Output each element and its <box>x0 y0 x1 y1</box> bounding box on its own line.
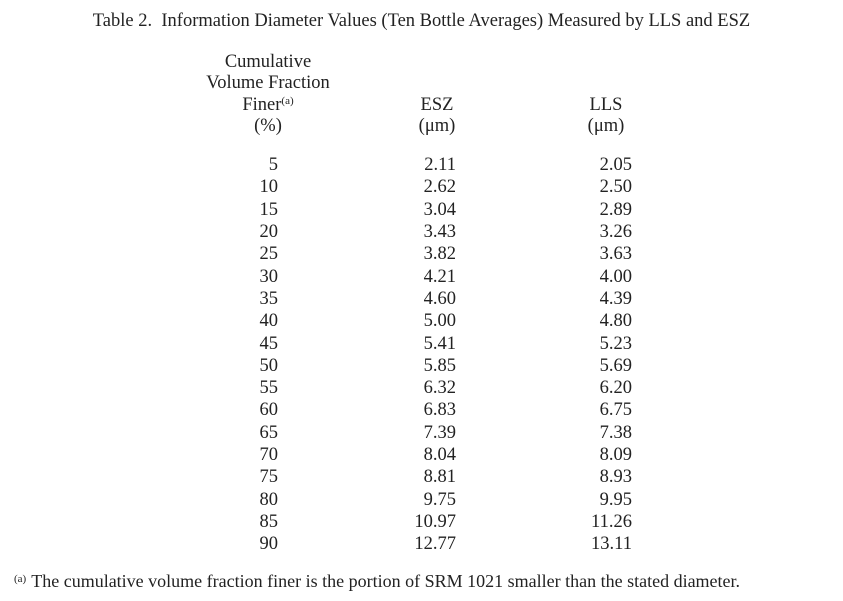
pct-finer-value: 25 <box>259 244 279 265</box>
pct-finer-value: 65 <box>259 422 279 443</box>
pct-finer-value: 70 <box>259 445 279 466</box>
lls-value: 2.05 <box>599 155 632 176</box>
table-row: 75 8.81 8.93 <box>188 466 686 488</box>
esz-value: 6.83 <box>423 400 456 421</box>
lls-header-label: LLS <box>589 94 623 115</box>
pct-finer-value: 15 <box>259 199 279 220</box>
lls-value: 5.23 <box>599 333 632 354</box>
pct-finer-value: 55 <box>259 378 279 399</box>
pct-finer-value: 45 <box>259 333 279 354</box>
esz-value: 4.21 <box>423 266 456 287</box>
table-row: 20 3.43 3.26 <box>188 221 686 243</box>
table-header-row: Cumulative Volume Fraction Finer(a) (%) … <box>188 52 686 137</box>
esz-value: 5.85 <box>423 355 456 376</box>
esz-value: 3.82 <box>423 244 456 265</box>
lls-value: 6.20 <box>599 378 632 399</box>
esz-value: 5.00 <box>423 311 456 332</box>
table-row: 45 5.41 5.23 <box>188 333 686 355</box>
lls-value: 4.80 <box>599 311 632 332</box>
pct-finer-value: 20 <box>259 222 279 243</box>
lls-value: 3.26 <box>599 222 632 243</box>
col-header-cumulative-volume-fraction-finer: Cumulative Volume Fraction Finer(a) (%) <box>188 52 348 137</box>
footnote-text: The cumulative volume fraction finer is … <box>31 571 741 591</box>
lls-value: 9.95 <box>599 489 632 510</box>
pct-finer-value: 60 <box>259 400 279 421</box>
lls-value: 13.11 <box>591 534 632 555</box>
esz-value: 12.77 <box>414 534 456 555</box>
esz-value: 4.60 <box>423 288 456 309</box>
pct-finer-value: 85 <box>259 511 279 532</box>
esz-value: 2.11 <box>424 155 456 176</box>
lls-value: 7.38 <box>599 422 632 443</box>
esz-header-label: ESZ <box>420 94 454 115</box>
table-row: 65 7.39 7.38 <box>188 422 686 444</box>
table-row: 55 6.32 6.20 <box>188 377 686 399</box>
table-footnote: (a) The cumulative volume fraction finer … <box>14 570 740 592</box>
esz-value: 3.43 <box>423 222 456 243</box>
col1-header-line3: Finer(a) <box>242 94 294 115</box>
table-row: 5 2.11 2.05 <box>188 154 686 176</box>
lls-value: 8.09 <box>599 445 632 466</box>
table-row: 90 12.77 13.11 <box>188 533 686 555</box>
lls-value: 11.26 <box>591 511 632 532</box>
table-row: 70 8.04 8.09 <box>188 444 686 466</box>
table-row: 25 3.82 3.63 <box>188 243 686 265</box>
esz-value: 10.97 <box>414 511 456 532</box>
esz-value: 6.32 <box>423 378 456 399</box>
esz-value: 8.81 <box>423 467 456 488</box>
table-title: Table 2. Information Diameter Values (Te… <box>92 11 751 31</box>
footnote-marker-sup: (a) <box>281 94 294 107</box>
col1-header-line2: Volume Fraction <box>206 73 330 94</box>
data-table: Cumulative Volume Fraction Finer(a) (%) … <box>188 52 686 556</box>
table-row: 15 3.04 2.89 <box>188 199 686 221</box>
esz-value: 5.41 <box>423 333 456 354</box>
lls-value: 2.89 <box>599 199 632 220</box>
pct-finer-value: 35 <box>259 288 279 309</box>
lls-value: 6.75 <box>599 400 632 421</box>
table-row: 10 2.62 2.50 <box>188 176 686 198</box>
col1-header-line1: Cumulative <box>224 52 312 72</box>
table-row: 50 5.85 5.69 <box>188 355 686 377</box>
lls-value: 4.39 <box>599 288 632 309</box>
table-row: 85 10.97 11.26 <box>188 511 686 533</box>
lls-header-unit: (μm) <box>587 115 625 136</box>
esz-value: 9.75 <box>423 489 456 510</box>
col1-header-unit: (%) <box>254 115 282 136</box>
table-row: 30 4.21 4.00 <box>188 266 686 288</box>
pct-finer-value: 75 <box>259 467 279 488</box>
table-row: 60 6.83 6.75 <box>188 399 686 421</box>
pct-finer-value: 90 <box>259 534 279 555</box>
pct-finer-value: 80 <box>259 489 279 510</box>
esz-value: 8.04 <box>423 445 456 466</box>
esz-value: 2.62 <box>423 177 456 198</box>
esz-header-unit: (μm) <box>418 115 456 136</box>
footnote-marker: (a) <box>14 573 27 585</box>
table-body: 5 2.11 2.05 10 2.62 2.50 15 3.04 2.89 20… <box>188 154 686 555</box>
lls-value: 5.69 <box>599 355 632 376</box>
table-row: 40 5.00 4.80 <box>188 310 686 332</box>
esz-value: 7.39 <box>423 422 456 443</box>
pct-finer-value: 10 <box>259 177 279 198</box>
pct-finer-value: 40 <box>259 311 279 332</box>
lls-value: 4.00 <box>599 266 632 287</box>
table-row: 35 4.60 4.39 <box>188 288 686 310</box>
lls-value: 8.93 <box>599 467 632 488</box>
pct-finer-value: 5 <box>268 155 278 176</box>
esz-value: 3.04 <box>423 199 456 220</box>
pct-finer-value: 30 <box>259 266 279 287</box>
lls-value: 2.50 <box>599 177 632 198</box>
lls-value: 3.63 <box>599 244 632 265</box>
col-header-lls: LLS (μm) <box>526 52 686 137</box>
table-row: 80 9.75 9.95 <box>188 489 686 511</box>
pct-finer-value: 50 <box>259 355 279 376</box>
col-header-esz: ESZ (μm) <box>357 52 517 137</box>
